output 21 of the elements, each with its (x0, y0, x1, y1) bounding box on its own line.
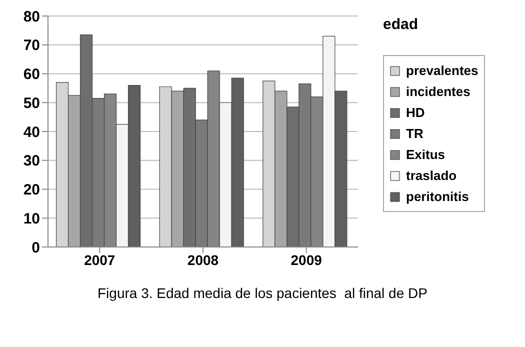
legend-label: peritonitis (405, 188, 470, 206)
text: Figura 3. Edad media de los pacientes al final de DP (96, 285, 428, 301)
legend-label: traslado (405, 167, 458, 185)
legend-label: TR (405, 125, 424, 143)
y-tick-label: 60 (23, 66, 40, 84)
legend-title: edad (383, 16, 418, 33)
legend-label: HD (405, 104, 426, 122)
legend-label: prevalentes (405, 62, 478, 80)
x-tick-label: 2007 (84, 252, 116, 268)
y-tick-label: 10 (23, 210, 40, 228)
legend-label: incidentes (405, 83, 472, 101)
x-tick-label: 2008 (187, 252, 219, 268)
y-tick-label: 50 (23, 94, 40, 112)
y-tick-label: 70 (23, 37, 40, 54)
y-tick-label: 80 (23, 8, 40, 26)
x-tick-label: 2009 (290, 252, 322, 268)
y-tick-label: 20 (23, 182, 40, 199)
y-tick-label: 0 (32, 239, 40, 256)
y-tick-label: 40 (23, 124, 40, 141)
y-tick-label: 30 (23, 152, 40, 170)
legend-label: Exitus (405, 146, 446, 164)
